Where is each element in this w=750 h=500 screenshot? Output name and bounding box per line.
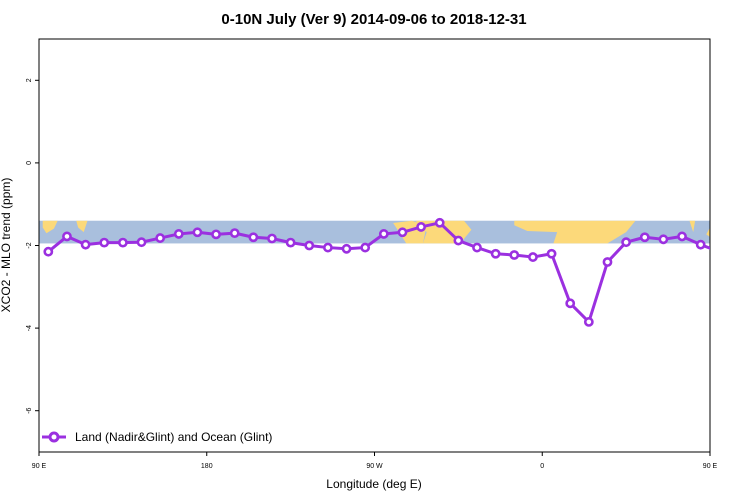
data-point [99, 237, 110, 248]
data-point [734, 234, 741, 241]
data-point [211, 229, 221, 240]
data-point [378, 229, 389, 239]
data-point [602, 257, 613, 267]
y-axis-label: XCO2 - MLO trend (ppm) [0, 178, 13, 313]
data-point [43, 246, 54, 257]
data-point [416, 222, 426, 232]
map-land-5 [689, 220, 696, 233]
map-land-1 [76, 220, 88, 233]
legend: Land (Nadir&Glint) and Ocean (Glint) [42, 430, 272, 444]
data-point [62, 231, 72, 242]
x-axis: 90 E 180 90 W 0 90 E [32, 452, 718, 470]
data-point [528, 252, 538, 262]
data-point [80, 239, 91, 250]
y-tick-label: 2 [26, 78, 33, 82]
data-point [341, 243, 352, 254]
data-point [304, 240, 315, 251]
data-point [695, 239, 706, 250]
x-tick-label: 90 E [32, 463, 47, 470]
data-point [677, 231, 687, 242]
map-land-4 [514, 220, 636, 244]
data-point [565, 298, 576, 309]
y-tick-label: -2 [26, 242, 33, 248]
data-point [248, 232, 259, 243]
data-point [155, 233, 166, 243]
legend-label: Land (Nadir&Glint) and Ocean (Glint) [75, 430, 272, 444]
y-tick-label: -6 [26, 407, 33, 413]
data-point [173, 229, 184, 239]
data-point [285, 237, 296, 248]
map-band [39, 220, 750, 244]
y-axis: 2 0 -2 -4 -6 [26, 78, 39, 414]
x-tick-label: 0 [540, 463, 544, 470]
data-point [509, 250, 520, 260]
data-point [136, 237, 147, 248]
data-point [490, 248, 501, 259]
data-point [658, 234, 669, 245]
map-land-0 [42, 220, 58, 234]
data-point [267, 233, 277, 244]
data-point [716, 248, 723, 255]
map-land-7 [732, 221, 750, 239]
data-point [323, 242, 333, 253]
y-tick-label: 0 [26, 161, 33, 165]
series-layer [43, 217, 741, 327]
data-point [583, 317, 594, 327]
data-point [229, 228, 240, 239]
data-point [192, 227, 203, 238]
data-point [453, 235, 464, 246]
series-line-0 [47, 221, 710, 324]
data-point [397, 227, 408, 238]
data-point [117, 237, 128, 248]
data-point [639, 232, 650, 243]
x-axis-label: Longitude (deg E) [326, 477, 421, 491]
data-point [434, 217, 445, 228]
x-tick-label: 90 E [703, 463, 718, 470]
y-tick-label: -4 [26, 325, 33, 331]
chart-title: 0-10N July (Ver 9) 2014-09-06 to 2018-12… [221, 11, 526, 28]
data-point [621, 237, 632, 248]
legend-marker-swatch [48, 431, 60, 443]
data-point [472, 242, 482, 253]
data-point [546, 248, 557, 259]
x-tick-label: 180 [201, 463, 213, 470]
map-land-6 [706, 227, 710, 237]
data-point [360, 242, 371, 253]
x-tick-label: 90 W [366, 463, 383, 470]
